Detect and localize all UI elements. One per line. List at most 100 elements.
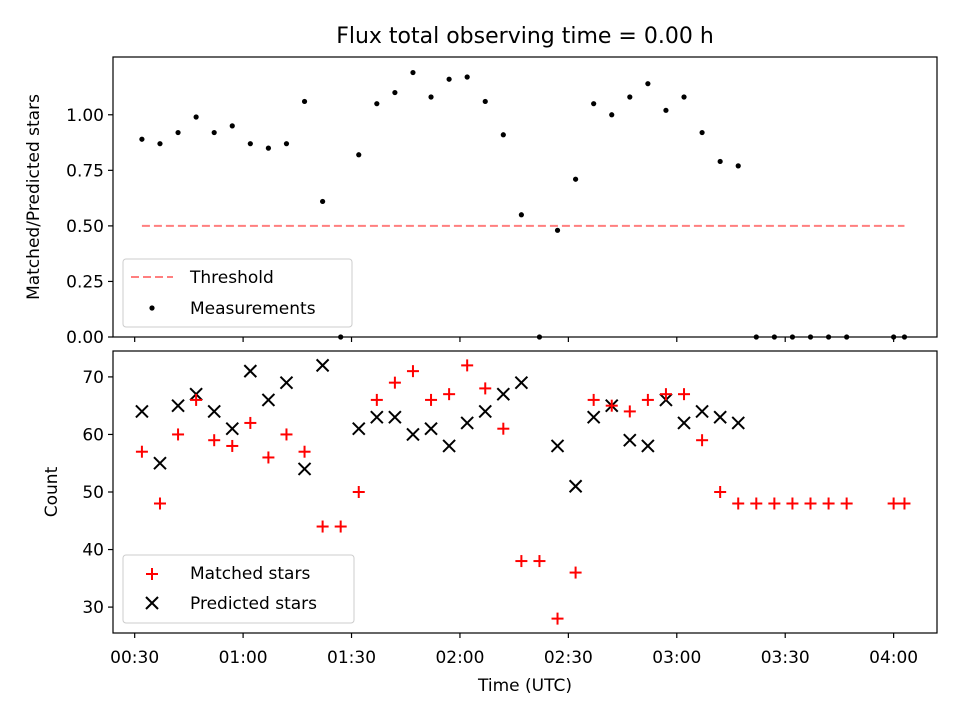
predicted-star-point	[731, 416, 745, 430]
measurement-point	[229, 123, 235, 129]
matched-star-point	[605, 399, 618, 412]
predicted-star-point	[677, 416, 691, 430]
bottom-x-tick-label: 00:30	[110, 648, 159, 668]
bottom-x-tick-label: 02:30	[544, 648, 593, 668]
predicted-star-point	[514, 375, 529, 390]
legend-measurements-swatch	[149, 305, 155, 311]
bottom-x-tick-label: 01:30	[327, 648, 376, 668]
bottom-legend-box	[122, 554, 355, 624]
bottom-x-tick-label: 04:00	[869, 648, 918, 668]
matched-star-point	[786, 497, 799, 510]
matched-star-point	[135, 445, 148, 458]
bottom-y-tick-label: 50	[82, 483, 104, 503]
matched-star-point	[334, 520, 347, 533]
bottom-y-tick-label: 60	[82, 425, 104, 445]
matched-star-point	[750, 497, 763, 510]
matched-star-point	[587, 393, 600, 406]
matched-star-point	[515, 555, 528, 568]
legend-matched-swatch	[146, 568, 158, 580]
legend-matched-label: Matched stars	[190, 564, 310, 584]
predicted-star-point	[243, 364, 258, 378]
top-y-tick-label: 0.25	[66, 272, 104, 292]
top-y-axis-ticks: 0.00 0.25 0.50 0.75 1.00	[66, 106, 113, 348]
matched-star-point	[406, 365, 419, 378]
measurement-point	[572, 176, 579, 182]
matched-star-point	[153, 497, 166, 510]
predicted-star-point	[135, 404, 149, 419]
bottom-legend: Matched stars Predicted stars	[122, 554, 355, 624]
predicted-star-point	[586, 410, 601, 424]
matched-star-point	[190, 393, 203, 406]
predicted-star-point	[171, 398, 185, 413]
matched-star-point	[696, 434, 709, 447]
matched-star-point	[226, 439, 239, 452]
measurement-point	[735, 163, 741, 169]
top-plot-marks	[139, 69, 908, 340]
matched-star-point	[262, 451, 275, 464]
top-legend: Threshold Measurements	[122, 258, 353, 328]
matched-star-point	[641, 393, 654, 406]
bottom-plot-marks	[135, 358, 911, 625]
measurement-point	[482, 98, 488, 105]
predicted-star-point	[713, 410, 727, 424]
top-y-tick-label: 1.00	[66, 106, 104, 126]
matched-star-point	[388, 376, 401, 389]
bottom-y-axis-ticks: 30 40 50 60 70	[82, 368, 113, 618]
predicted-star-point	[279, 375, 294, 390]
measurement-point	[157, 141, 163, 147]
bottom-x-axis-label: Time (UTC)	[477, 676, 572, 696]
measurement-point	[518, 212, 524, 218]
measurement-point	[681, 94, 687, 100]
measurement-point	[247, 141, 253, 147]
predicted-star-point	[207, 404, 221, 419]
matched-star-point	[479, 382, 492, 395]
matched-star-point	[244, 416, 257, 429]
measurement-point	[175, 129, 181, 136]
predicted-star-point	[388, 410, 402, 424]
predicted-star-point	[297, 462, 312, 476]
measurement-point	[301, 98, 308, 105]
matched-star-point	[370, 393, 383, 406]
top-axes-frame	[112, 56, 938, 338]
matched-star-point	[678, 388, 691, 401]
predicted-star-point	[424, 421, 438, 436]
matched-star-point	[316, 520, 329, 533]
matched-star-point	[280, 428, 293, 441]
measurement-point	[139, 136, 145, 142]
measurement-point	[428, 94, 434, 100]
predicted-star-point	[623, 433, 637, 447]
bottom-x-tick-label: 03:00	[652, 648, 701, 668]
measurement-point	[609, 112, 615, 118]
matched-star-point	[822, 497, 835, 510]
legend-predicted-swatch	[145, 596, 159, 610]
measurement-point	[283, 141, 290, 147]
matched-star-point	[569, 566, 582, 579]
measurement-point	[265, 145, 272, 151]
measurement-point	[663, 107, 669, 113]
measurement-point	[500, 132, 506, 138]
measurement-point	[211, 129, 217, 136]
measurement-point	[392, 89, 398, 96]
matched-star-point	[732, 497, 745, 510]
matched-star-point	[443, 388, 456, 401]
matched-star-point	[768, 497, 781, 510]
measurement-point	[320, 198, 326, 205]
matched-star-point	[659, 388, 672, 401]
matched-star-point	[208, 434, 221, 447]
predicted-star-point	[695, 404, 709, 419]
chart-title: Flux total observing time = 0.00 h	[336, 24, 714, 49]
predicted-star-point	[550, 439, 565, 453]
matched-star-point	[298, 445, 311, 458]
bottom-y-tick-label: 40	[82, 541, 104, 561]
measurement-point	[464, 74, 470, 80]
predicted-star-point	[315, 358, 330, 373]
measurement-point	[193, 114, 199, 120]
top-y-tick-label: 0.75	[66, 161, 104, 181]
predicted-star-point	[370, 410, 384, 424]
matched-star-point	[497, 422, 510, 435]
legend-predicted-label: Predicted stars	[190, 594, 317, 614]
measurement-point	[591, 101, 597, 107]
predicted-star-point	[460, 416, 474, 430]
predicted-star-point	[406, 427, 420, 442]
